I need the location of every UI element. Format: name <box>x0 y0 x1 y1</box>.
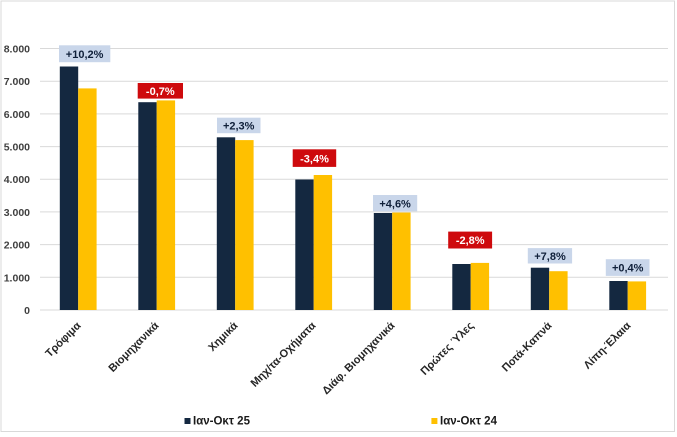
svg-text:+10,2%: +10,2% <box>66 49 104 61</box>
svg-text:3.000: 3.000 <box>4 207 30 219</box>
svg-text:+7,8%: +7,8% <box>534 251 566 263</box>
svg-text:Ιαν-Οκτ 25: Ιαν-Οκτ 25 <box>193 416 251 428</box>
svg-text:5.000: 5.000 <box>4 142 30 154</box>
svg-text:1.000: 1.000 <box>4 272 30 284</box>
svg-text:7.000: 7.000 <box>4 76 30 88</box>
svg-text:-2,8%: -2,8% <box>456 235 485 247</box>
svg-text:4.000: 4.000 <box>4 174 30 186</box>
svg-text:+4,6%: +4,6% <box>379 198 411 210</box>
svg-text:0: 0 <box>24 305 30 317</box>
svg-text:6.000: 6.000 <box>4 109 30 121</box>
svg-text:-0,7%: -0,7% <box>146 86 175 98</box>
svg-text:Ιαν-Οκτ 24: Ιαν-Οκτ 24 <box>440 416 498 428</box>
svg-text:+2,3%: +2,3% <box>223 121 255 133</box>
svg-text:+0,4%: +0,4% <box>612 263 644 275</box>
svg-text:-3,4%: -3,4% <box>300 153 329 165</box>
svg-text:8.000: 8.000 <box>4 44 30 56</box>
svg-text:2.000: 2.000 <box>4 240 30 252</box>
